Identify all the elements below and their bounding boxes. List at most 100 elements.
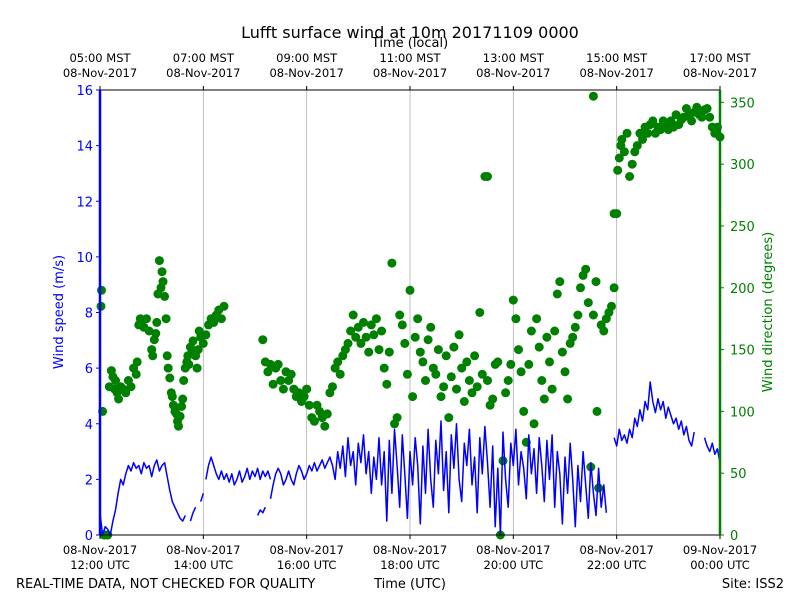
direction-point xyxy=(643,128,653,138)
direction-point xyxy=(433,345,443,355)
speed-line-segment xyxy=(256,506,266,516)
speed-tick-label: 0 xyxy=(85,529,93,544)
direction-point xyxy=(263,367,273,377)
direction-point xyxy=(364,347,374,357)
direction-point xyxy=(454,330,464,340)
direction-point xyxy=(627,159,637,169)
direction-point xyxy=(638,134,647,144)
direction-point xyxy=(177,401,187,411)
direction-tick-label: 50 xyxy=(730,467,747,482)
direction-point xyxy=(346,326,356,336)
utc-tick-time: 18:00 UTC xyxy=(380,558,440,572)
direction-point xyxy=(459,397,469,406)
direction-point xyxy=(591,277,601,287)
direction-point xyxy=(516,367,526,377)
direction-point xyxy=(464,376,474,385)
direction-point xyxy=(415,347,425,357)
direction-point xyxy=(343,338,353,348)
direction-point xyxy=(400,338,410,348)
direction-point xyxy=(532,314,542,324)
direction-point xyxy=(609,283,619,293)
speed-line-segment xyxy=(703,437,721,463)
utc-tick-date: 08-Nov-2017 xyxy=(63,543,137,557)
direction-tick-label: 100 xyxy=(730,405,755,420)
direction-point xyxy=(392,413,402,423)
local-tick-date: 08-Nov-2017 xyxy=(166,66,240,80)
direction-point xyxy=(542,332,552,342)
direction-point xyxy=(426,322,436,332)
direction-point xyxy=(462,357,472,367)
direction-point xyxy=(446,372,456,382)
direction-point xyxy=(382,379,392,389)
speed-line-segment xyxy=(205,456,272,486)
speed-line-segment xyxy=(269,420,608,536)
speed-tick-label: 8 xyxy=(85,307,93,322)
direction-point xyxy=(333,357,343,367)
direction-point xyxy=(493,357,503,367)
direction-point xyxy=(178,394,188,404)
direction-point xyxy=(201,330,211,340)
direction-point xyxy=(472,382,482,392)
direction-point xyxy=(148,351,158,361)
local-tick-date: 08-Nov-2017 xyxy=(269,66,343,80)
direction-point xyxy=(617,134,627,144)
direction-point xyxy=(470,351,480,361)
direction-point xyxy=(369,330,379,340)
direction-point xyxy=(444,413,454,423)
direction-point xyxy=(488,394,498,404)
direction-point xyxy=(387,258,397,268)
local-tick-time: 09:00 MST xyxy=(276,51,338,65)
direction-point xyxy=(192,363,202,373)
direction-point xyxy=(320,421,330,431)
direction-point xyxy=(588,91,598,101)
direction-tick-label: 250 xyxy=(730,220,755,235)
utc-tick-date: 08-Nov-2017 xyxy=(166,543,240,557)
direction-point xyxy=(302,384,312,394)
local-tick-time: 07:00 MST xyxy=(173,51,235,65)
direction-point xyxy=(304,400,314,410)
direction-point xyxy=(457,363,467,373)
direction-point xyxy=(570,322,580,332)
direction-point xyxy=(152,317,162,327)
direction-point xyxy=(402,369,412,379)
utc-tick-date: 08-Nov-2017 xyxy=(269,543,343,557)
direction-point xyxy=(408,392,418,402)
direction-point xyxy=(216,314,226,324)
direction-point xyxy=(557,347,567,357)
direction-point xyxy=(361,332,371,342)
direction-point xyxy=(268,379,278,389)
direction-point xyxy=(132,357,142,367)
direction-point xyxy=(174,421,183,431)
speed-tick-label: 6 xyxy=(85,362,93,377)
direction-point xyxy=(539,394,549,404)
direction-point xyxy=(622,128,632,138)
direction-point xyxy=(258,335,268,345)
direction-point xyxy=(581,264,591,274)
direction-point xyxy=(175,411,185,421)
direction-point xyxy=(154,256,164,266)
direction-point xyxy=(534,342,544,352)
utc-tick-time: 20:00 UTC xyxy=(484,558,544,572)
direction-point xyxy=(97,285,106,295)
direction-point xyxy=(179,376,189,385)
direction-point xyxy=(576,283,585,293)
direction-point xyxy=(351,332,361,342)
direction-point xyxy=(614,153,624,163)
utc-tick-time: 00:00 UTC xyxy=(690,558,750,572)
direction-point xyxy=(449,342,459,352)
site-label: Site: ISS2 xyxy=(722,577,784,592)
direction-point xyxy=(475,308,485,317)
direction-tick-label: 300 xyxy=(730,158,755,173)
direction-point xyxy=(439,382,449,392)
local-tick-time: 11:00 MST xyxy=(379,51,441,65)
direction-point xyxy=(193,345,203,355)
direction-point xyxy=(594,483,604,493)
speed-tick-label: 12 xyxy=(76,195,93,210)
speed-line-segment xyxy=(613,381,695,447)
direction-point xyxy=(299,392,309,402)
direction-point xyxy=(452,384,461,394)
direction-point xyxy=(441,351,451,361)
direction-point xyxy=(405,285,415,295)
direction-point xyxy=(588,310,598,320)
